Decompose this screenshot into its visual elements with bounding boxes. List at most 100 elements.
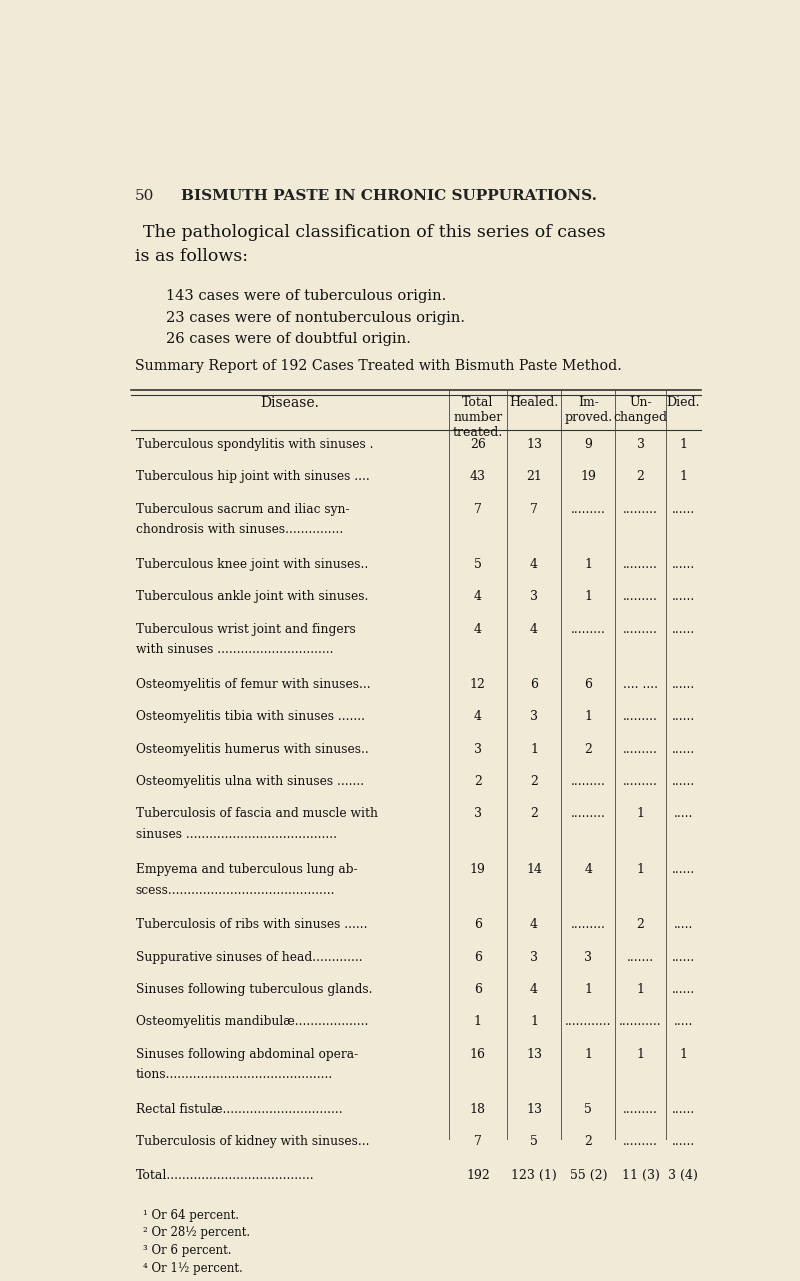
Text: Tuberculous hip joint with sinuses ....: Tuberculous hip joint with sinuses .... (136, 470, 370, 483)
Text: 1: 1 (584, 711, 592, 724)
Text: 3 (4): 3 (4) (668, 1168, 698, 1181)
Text: 11 (3): 11 (3) (622, 1168, 659, 1181)
Text: ³ Or 6 percent.: ³ Or 6 percent. (142, 1244, 231, 1257)
Text: .......: ....... (627, 951, 654, 963)
Text: 4: 4 (530, 559, 538, 571)
Text: 1: 1 (679, 438, 687, 451)
Text: 123 (1): 123 (1) (511, 1168, 557, 1181)
Text: 1: 1 (637, 983, 645, 997)
Text: 3: 3 (530, 711, 538, 724)
Text: .... ....: .... .... (623, 678, 658, 690)
Text: 6: 6 (584, 678, 592, 690)
Text: .........: ......... (571, 502, 606, 515)
Text: ......: ...... (671, 559, 695, 571)
Text: ......: ...... (671, 502, 695, 515)
Text: .....: ..... (674, 1016, 693, 1029)
Text: 4: 4 (530, 983, 538, 997)
Text: 4: 4 (530, 918, 538, 931)
Text: 2: 2 (474, 775, 482, 788)
Text: .........: ......... (623, 502, 658, 515)
Text: Osteomyelitis humerus with sinuses..: Osteomyelitis humerus with sinuses.. (136, 743, 368, 756)
Text: Tuberculosis of kidney with sinuses...: Tuberculosis of kidney with sinuses... (136, 1135, 369, 1149)
Text: .........: ......... (623, 743, 658, 756)
Text: Osteomyelitis mandibulæ...................: Osteomyelitis mandibulæ.................… (136, 1016, 368, 1029)
Text: Summary Report of 192 Cases Treated with Bismuth Paste Method.: Summary Report of 192 Cases Treated with… (135, 359, 622, 373)
Text: 19: 19 (580, 470, 596, 483)
Text: 4: 4 (474, 711, 482, 724)
Text: 19: 19 (470, 863, 486, 876)
Text: Tuberculous wrist joint and fingers: Tuberculous wrist joint and fingers (136, 623, 355, 635)
Text: ......: ...... (671, 678, 695, 690)
Text: Sinuses following abdominal opera-: Sinuses following abdominal opera- (136, 1048, 358, 1061)
Text: Total
number
treated.: Total number treated. (453, 396, 503, 439)
Text: 2: 2 (584, 1135, 592, 1149)
Text: 3: 3 (637, 438, 645, 451)
Text: ......: ...... (671, 951, 695, 963)
Text: 23 cases were of nontuberculous origin.: 23 cases were of nontuberculous origin. (166, 311, 465, 325)
Text: Un-
changed: Un- changed (614, 396, 668, 424)
Text: Rectal fistulæ...............................: Rectal fistulæ..........................… (136, 1103, 342, 1116)
Text: 3: 3 (530, 591, 538, 603)
Text: tions...........................................: tions...................................… (136, 1068, 333, 1081)
Text: 2: 2 (584, 743, 592, 756)
Text: 43: 43 (470, 470, 486, 483)
Text: sinuses .......................................: sinuses ................................… (136, 829, 337, 842)
Text: Healed.: Healed. (510, 396, 558, 409)
Text: Died.: Died. (666, 396, 700, 409)
Text: 1: 1 (637, 807, 645, 820)
Text: 1: 1 (530, 743, 538, 756)
Text: Empyema and tuberculous lung ab-: Empyema and tuberculous lung ab- (136, 863, 358, 876)
Text: ⁴ Or 1½ percent.: ⁴ Or 1½ percent. (142, 1262, 242, 1275)
Text: Tuberculous knee joint with sinuses..: Tuberculous knee joint with sinuses.. (136, 559, 368, 571)
Text: Tuberculous ankle joint with sinuses.: Tuberculous ankle joint with sinuses. (136, 591, 368, 603)
Text: 2: 2 (637, 470, 645, 483)
Text: ...........: ........... (619, 1016, 662, 1029)
Text: 1: 1 (679, 1048, 687, 1061)
Text: Tuberculous sacrum and iliac syn-: Tuberculous sacrum and iliac syn- (136, 502, 350, 515)
Text: 3: 3 (530, 951, 538, 963)
Text: Tuberculous spondylitis with sinuses .: Tuberculous spondylitis with sinuses . (136, 438, 373, 451)
Text: ......: ...... (671, 1103, 695, 1116)
Text: ......: ...... (671, 983, 695, 997)
Text: 12: 12 (470, 678, 486, 690)
Text: 1: 1 (530, 1016, 538, 1029)
Text: .........: ......... (571, 807, 606, 820)
Text: .........: ......... (623, 1135, 658, 1149)
Text: BISMUTH PASTE IN CHRONIC SUPPURATIONS.: BISMUTH PASTE IN CHRONIC SUPPURATIONS. (182, 190, 598, 204)
Text: 4: 4 (474, 591, 482, 603)
Text: chondrosis with sinuses...............: chondrosis with sinuses............... (136, 524, 343, 537)
Text: 3: 3 (584, 951, 592, 963)
Text: 2: 2 (530, 807, 538, 820)
Text: 6: 6 (474, 918, 482, 931)
Text: .....: ..... (674, 807, 693, 820)
Text: ² Or 28½ percent.: ² Or 28½ percent. (142, 1226, 250, 1239)
Text: 5: 5 (474, 559, 482, 571)
Text: .........: ......... (623, 591, 658, 603)
Text: 1: 1 (637, 1048, 645, 1061)
Text: 26 cases were of doubtful origin.: 26 cases were of doubtful origin. (166, 332, 410, 346)
Text: 21: 21 (526, 470, 542, 483)
Text: 3: 3 (474, 807, 482, 820)
Text: 1: 1 (637, 863, 645, 876)
Text: The pathological classification of this series of cases: The pathological classification of this … (142, 224, 606, 241)
Text: 6: 6 (474, 983, 482, 997)
Text: ......: ...... (671, 591, 695, 603)
Text: 4: 4 (530, 623, 538, 635)
Text: 9: 9 (584, 438, 592, 451)
Text: .........: ......... (623, 1103, 658, 1116)
Text: ¹ Or 64 percent.: ¹ Or 64 percent. (142, 1208, 238, 1222)
Text: .........: ......... (623, 623, 658, 635)
Text: 13: 13 (526, 1103, 542, 1116)
Text: Tuberculosis of ribs with sinuses ......: Tuberculosis of ribs with sinuses ...... (136, 918, 367, 931)
Text: 6: 6 (530, 678, 538, 690)
Text: Osteomyelitis ulna with sinuses .......: Osteomyelitis ulna with sinuses ....... (136, 775, 364, 788)
Text: 13: 13 (526, 1048, 542, 1061)
Text: ......: ...... (671, 623, 695, 635)
Text: 6: 6 (474, 951, 482, 963)
Text: Osteomyelitis tibia with sinuses .......: Osteomyelitis tibia with sinuses ....... (136, 711, 365, 724)
Text: 55 (2): 55 (2) (570, 1168, 607, 1181)
Text: with sinuses ..............................: with sinuses ...........................… (136, 643, 333, 656)
Text: .........: ......... (571, 775, 606, 788)
Text: 18: 18 (470, 1103, 486, 1116)
Text: .........: ......... (571, 623, 606, 635)
